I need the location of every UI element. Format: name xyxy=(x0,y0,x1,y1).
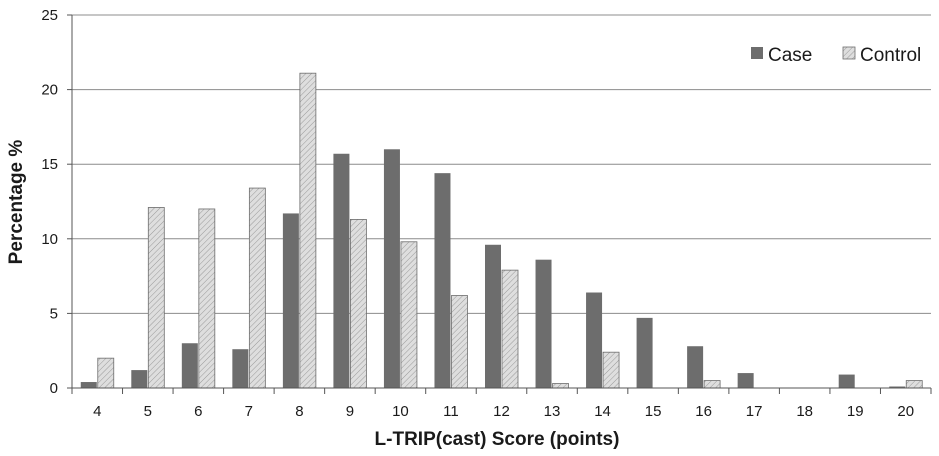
bar-case xyxy=(737,373,754,388)
y-tick-label: 25 xyxy=(41,7,58,24)
x-tick-label: 11 xyxy=(443,403,459,420)
legend-label-control: Control xyxy=(860,45,921,66)
bar-case xyxy=(838,374,855,388)
x-tick-labels: 4 5 6 7 8 9 10 11 12 13 14 15 16 17 18 19 20 xyxy=(93,403,914,420)
legend: Case Control xyxy=(751,45,921,66)
x-tick-label: 18 xyxy=(796,403,813,420)
x-tick-label: 19 xyxy=(847,403,864,420)
bar-case xyxy=(181,343,198,388)
bar-control xyxy=(451,295,468,389)
x-tick-label: 8 xyxy=(295,403,303,420)
x-tick-label: 5 xyxy=(144,403,152,420)
bar-case xyxy=(383,149,400,388)
bar-control xyxy=(198,208,216,389)
x-axis-title: L-TRIP(cast) Score (points) xyxy=(375,429,620,450)
x-tick-label: 9 xyxy=(346,403,354,420)
y-tick-label: 0 xyxy=(50,380,58,397)
y-axis-title: Percentage % xyxy=(6,140,27,265)
bar-control xyxy=(501,269,519,389)
bar-control xyxy=(147,207,165,389)
x-tick-label: 13 xyxy=(544,403,561,420)
legend-swatch-case xyxy=(751,47,763,59)
bar-control xyxy=(905,380,923,389)
x-tick-label: 16 xyxy=(695,403,712,420)
x-tick-label: 12 xyxy=(493,403,510,420)
bar-case xyxy=(586,292,603,388)
legend-label-case: Case xyxy=(768,45,812,66)
bar-control xyxy=(400,241,418,389)
bar-control xyxy=(248,187,266,389)
axes xyxy=(67,14,932,394)
y-tick-label: 10 xyxy=(41,231,58,248)
bar-case xyxy=(282,213,299,388)
y-tick-label: 5 xyxy=(50,305,58,322)
x-tick-label: 6 xyxy=(194,403,202,420)
y-tick-label: 20 xyxy=(41,82,58,99)
x-tick-label: 4 xyxy=(93,403,101,420)
y-tick-labels: 0 5 10 15 20 25 xyxy=(41,7,58,397)
bar-control xyxy=(299,72,317,389)
x-tick-label: 14 xyxy=(594,403,611,420)
bar-case xyxy=(232,349,249,388)
x-tick-label: 20 xyxy=(897,403,914,420)
x-tick-label: 17 xyxy=(746,403,763,420)
bar-case xyxy=(889,386,906,388)
bars xyxy=(80,72,923,389)
legend-swatch-control xyxy=(842,46,856,60)
x-tick-label: 7 xyxy=(245,403,253,420)
bar-case xyxy=(131,370,148,388)
bar-case xyxy=(80,382,97,388)
bar-case xyxy=(636,317,653,388)
y-tick-label: 15 xyxy=(41,156,58,173)
bar-case xyxy=(687,346,704,388)
bar-case xyxy=(485,244,501,388)
x-tick-label: 10 xyxy=(392,403,409,420)
bar-case xyxy=(434,173,451,388)
bar-control xyxy=(602,351,620,389)
bar-control xyxy=(97,357,115,389)
bar-control xyxy=(703,380,721,389)
x-tick-label: 15 xyxy=(645,403,662,420)
bar-control xyxy=(350,219,367,389)
bar-case xyxy=(333,153,350,388)
bar-case xyxy=(535,259,552,388)
bar-control xyxy=(552,383,569,389)
